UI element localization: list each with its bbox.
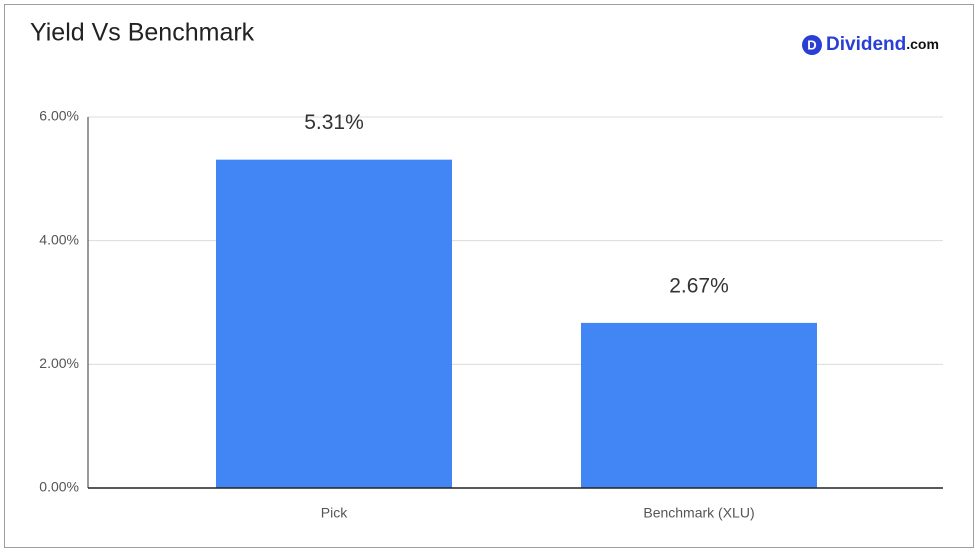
x-tick-label: Pick: [321, 505, 348, 521]
y-tick-label: 2.00%: [39, 355, 79, 371]
logo: D Dividend.com: [802, 34, 939, 55]
logo-badge: [802, 35, 822, 55]
chart-frame: [4, 4, 974, 548]
bar: [216, 159, 452, 489]
value-label: 2.67%: [669, 274, 729, 297]
y-tick-label: 0.00%: [39, 479, 79, 495]
value-label: 5.31%: [304, 111, 364, 134]
y-tick-label: 4.00%: [39, 231, 79, 247]
chart-title: Yield Vs Benchmark: [30, 19, 255, 47]
logo-name: Dividend.com: [826, 34, 939, 55]
x-tick-label: Benchmark (XLU): [643, 505, 754, 521]
logo-name-main: Dividend: [826, 34, 906, 55]
y-tick-label: 6.00%: [39, 108, 79, 124]
logo-icon: D: [807, 37, 816, 52]
logo-suffix: .com: [906, 36, 939, 52]
bar: [581, 322, 817, 488]
